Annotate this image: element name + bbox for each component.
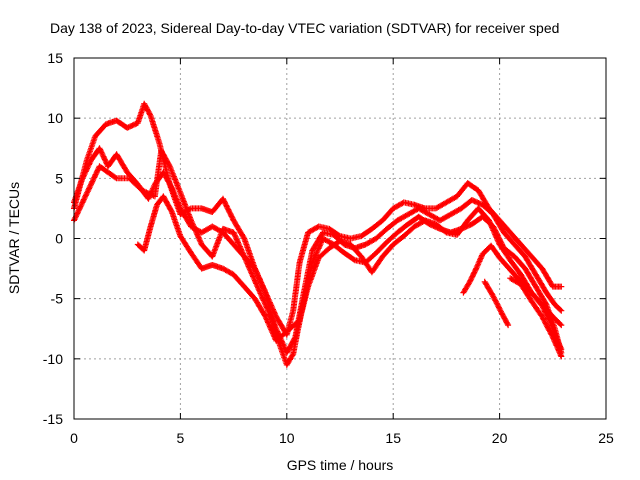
y-tick-label: -15 [43, 411, 63, 427]
series-markers [134, 193, 565, 344]
y-tick-label: 0 [55, 231, 63, 247]
y-tick-label: 15 [47, 50, 63, 66]
series-track-4 [134, 193, 565, 344]
y-tick-label: -5 [51, 291, 64, 307]
x-tick-label: 20 [492, 430, 508, 446]
x-axis-label: GPS time / hours [287, 457, 394, 473]
x-tick-label: 10 [279, 430, 295, 446]
series-track-6 [481, 278, 512, 329]
x-tick-label: 25 [598, 430, 614, 446]
data-points [71, 100, 565, 368]
series-markers [460, 242, 565, 353]
y-tick-label: 10 [47, 110, 63, 126]
y-axis-label: SDTVAR / TECUs [6, 182, 22, 294]
y-axis-ticks: -15 -10 -5 0 5 10 15 [43, 50, 606, 427]
y-tick-label: 5 [55, 170, 63, 186]
x-tick-label: 0 [70, 430, 78, 446]
series-markers [481, 278, 512, 329]
chart-title: Day 138 of 2023, Sidereal Day-to-day VTE… [50, 20, 559, 36]
y-tick-label: -10 [43, 351, 63, 367]
x-axis-ticks: 0 5 10 15 20 25 [70, 58, 614, 446]
series-track-7 [460, 242, 565, 353]
x-tick-label: 5 [177, 430, 185, 446]
x-tick-label: 15 [385, 430, 401, 446]
